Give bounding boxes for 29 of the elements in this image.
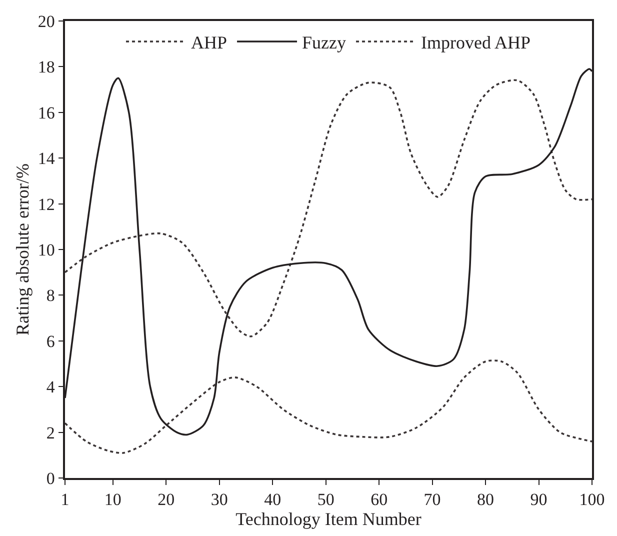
- x-tick-label: 10: [104, 490, 122, 510]
- y-axis-title: Rating absolute error/%: [12, 164, 33, 336]
- x-tick-label: 60: [370, 490, 388, 510]
- y-tick-label: 10: [38, 240, 55, 260]
- y-tick-label: 2: [46, 423, 55, 442]
- legend-label: Fuzzy: [302, 32, 346, 53]
- y-tick-label: 0: [46, 468, 55, 488]
- x-tick-label: 40: [264, 490, 282, 510]
- x-tick-label: 1: [60, 490, 70, 510]
- y-tick-label: 6: [46, 332, 55, 351]
- line-series: [65, 360, 592, 454]
- y-tick-label: 8: [46, 286, 55, 306]
- line-series: [65, 79, 592, 338]
- y-tick-label: 12: [38, 194, 55, 214]
- y-tick-label: 20: [38, 12, 55, 31]
- x-tick-label: 100: [579, 490, 605, 510]
- y-tick-label: 4: [46, 378, 56, 397]
- x-tick-label: 20: [158, 490, 175, 510]
- x-axis-title: Technology Item Number: [236, 509, 422, 530]
- x-tick-label: 80: [477, 490, 494, 510]
- x-tick-label: 70: [424, 490, 441, 510]
- x-tick-label: 50: [317, 490, 334, 510]
- x-tick-label: 30: [210, 490, 228, 510]
- y-tick-label: 16: [38, 103, 55, 122]
- legend-label: Improved AHP: [421, 32, 531, 53]
- y-tick-label: 18: [38, 58, 55, 77]
- legend-label: AHP: [191, 32, 228, 53]
- y-tick-label: 14: [38, 149, 56, 168]
- x-tick-label: 90: [530, 490, 548, 510]
